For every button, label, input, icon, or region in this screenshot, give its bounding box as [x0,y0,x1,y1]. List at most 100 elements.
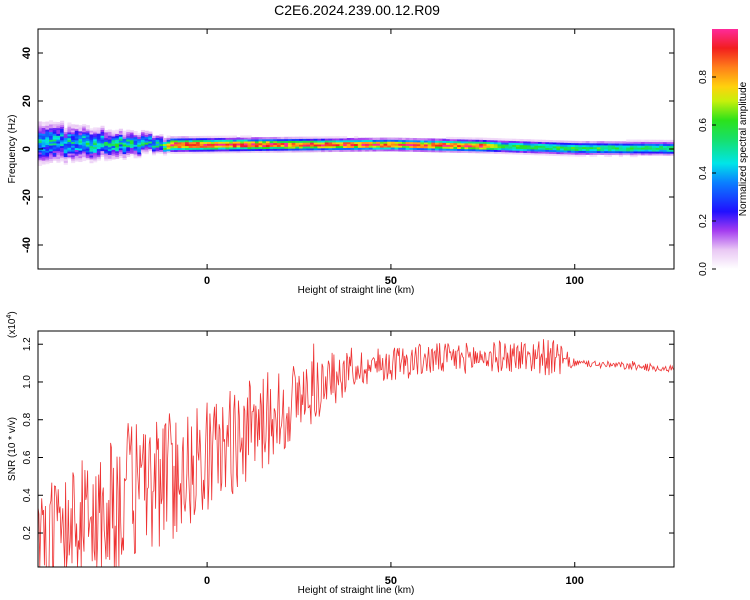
heatmap-cell [398,147,403,150]
heatmap-cell [203,137,208,141]
heatmap-cell [629,152,634,156]
heatmap-cell [438,138,443,141]
heatmap-cell [475,147,480,150]
heatmap-cell [666,149,671,152]
heatmap-cell [324,140,329,143]
heatmap-cell [203,139,208,143]
heatmap-cell [41,133,46,136]
heatmap-cell [74,153,79,156]
heatmap-cell [269,150,274,153]
heatmap-cell [118,132,123,135]
heatmap-cell [556,147,561,151]
heatmap-cell [549,149,554,152]
x-tick-label: 100 [566,275,584,287]
heatmap-cell [192,135,197,139]
heatmap-cell [181,143,186,147]
heatmap-cell [670,139,675,143]
heatmap-cell [210,139,215,142]
heatmap-cell [317,136,322,139]
heatmap-cell [420,142,425,145]
heatmap-cell [129,134,134,137]
heatmap-cell [534,147,539,150]
heatmap-cell [412,138,418,141]
heatmap-cell [537,153,543,156]
heatmap-cell [258,140,263,144]
heatmap-cell [405,145,410,148]
heatmap-cell [96,127,101,130]
heatmap-cell [537,143,543,146]
heatmap-cell [232,135,237,138]
heatmap-cell [41,135,46,138]
heatmap-cell [203,135,208,139]
heatmap-cell [479,143,484,146]
heatmap-cell [78,146,83,149]
heatmap-cell [280,144,285,147]
heatmap-cell [479,137,484,140]
heatmap-cell [589,144,594,148]
heatmap-cell [214,143,219,146]
heatmap-cell [170,138,175,141]
heatmap-cell [357,145,362,148]
heatmap-cell [464,137,469,140]
snr-multiplier: (x104) [6,311,18,338]
heatmap-cell [115,129,120,133]
heatmap-cell [357,147,362,150]
heatmap-cell [626,141,631,144]
heatmap-cell [515,142,520,146]
heatmap-cell [578,142,583,146]
colorbar-ticks: 0.00.20.40.60.8 [698,70,716,276]
heatmap-cell [107,133,112,136]
heatmap-cell [243,135,248,138]
heatmap-cell [416,145,421,149]
heatmap-cell [240,145,245,148]
heatmap-cell [343,139,348,143]
heatmap-cell [493,143,498,147]
heatmap-cell [563,140,568,143]
heatmap-cell [611,143,616,146]
heatmap-cell [41,148,46,152]
heatmap-cell [468,148,473,152]
heatmap-cell [159,143,164,147]
heatmap-cell [129,153,134,156]
heatmap-cell [148,139,153,142]
heatmap-cell [60,147,65,150]
heatmap-cell [457,137,462,140]
heatmap-cell [96,150,101,153]
heatmap-cell [60,151,65,154]
heatmap-cell [38,159,43,163]
heatmap-cell [133,155,138,159]
heatmap-cell [560,142,565,145]
heatmap-cell [317,147,322,151]
heatmap-cell [177,147,182,151]
heatmap-cell [600,152,605,155]
heatmap-cell [170,142,175,145]
heatmap-cell [563,153,568,157]
heatmap-cell [578,154,583,157]
heatmap-cell [523,142,528,146]
heatmap-cell [214,151,219,154]
heatmap-cell [177,149,182,152]
heatmap-cell [508,138,513,141]
heatmap-cell [126,150,131,154]
heatmap-cell [159,138,164,141]
heatmap-cell [600,146,605,150]
heatmap-cell [107,144,112,148]
heatmap-cell [585,152,590,155]
heatmap-cell [181,138,186,141]
x-tick-label: 50 [385,575,397,587]
heatmap-cell [74,143,79,147]
heatmap-cell [229,139,234,142]
heatmap-cell [501,149,506,153]
heatmap-cell [251,142,256,146]
heatmap-cell [479,145,484,148]
heatmap-cell [104,153,109,156]
colorbar-tick-label: 0.0 [698,262,709,276]
heatmap-cell [435,138,440,141]
heatmap-cell [166,150,171,154]
heatmap-cell [365,143,370,146]
heatmap-cell [589,146,594,150]
heatmap-cell [144,134,149,137]
heatmap-cell [372,139,377,142]
heatmap-cell [343,149,348,152]
